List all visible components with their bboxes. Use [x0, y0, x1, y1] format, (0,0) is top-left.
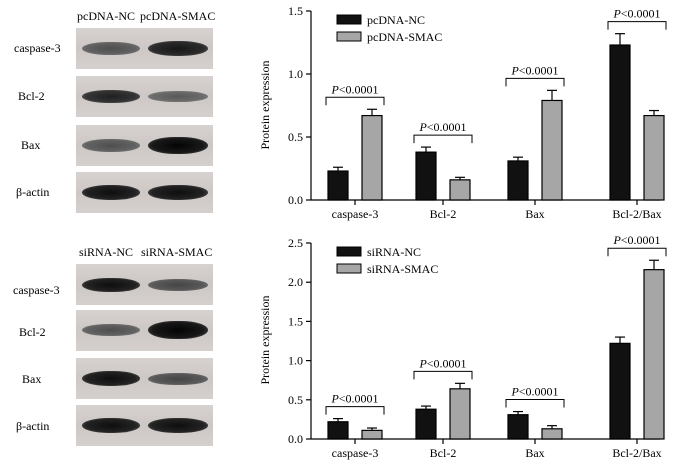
blot-band — [148, 321, 208, 339]
bar — [643, 269, 665, 440]
blot-2-column-label-left: siRNA-NC — [79, 245, 134, 259]
significance-label: P<0.0001 — [612, 7, 660, 21]
x-tick-label: Bcl-2 — [430, 446, 457, 460]
blot-band — [82, 418, 140, 433]
blot-2-row-label: β-actin — [16, 419, 50, 433]
y-tick-label: 1.5 — [288, 314, 303, 328]
blot-band — [82, 42, 140, 55]
legend-swatch — [336, 31, 362, 42]
blot-1-strip — [76, 28, 213, 69]
x-tick-label: Bax — [525, 207, 544, 221]
y-tick-label: 2.5 — [288, 236, 303, 250]
blot-1-strip — [76, 125, 213, 166]
bar — [643, 114, 665, 201]
significance-bracket — [505, 77, 565, 87]
significance-label: P<0.0001 — [612, 233, 660, 247]
x-tick-label: Bcl-2/Bax — [612, 446, 661, 460]
legend-label: siRNA-SMAC — [367, 262, 438, 276]
y-tick-label: 0.5 — [288, 130, 303, 144]
blot-band — [82, 324, 140, 336]
blot-1-strip — [76, 172, 213, 213]
bar-chart-2: 0.0 0.5 1.0 1.5 2.0 2.5 Protein expression casp… — [258, 233, 667, 460]
significance-label: P<0.0001 — [330, 392, 378, 406]
blot-band — [148, 418, 208, 433]
bar — [609, 44, 631, 201]
bar — [415, 151, 437, 201]
y-tick-label: 0.0 — [288, 432, 303, 446]
legend-label: pcDNA-SMAC — [367, 30, 442, 44]
blot-2-strip — [76, 264, 213, 305]
bar — [449, 388, 471, 440]
x-tick-label: Bcl-2/Bax — [612, 207, 661, 221]
blot-band — [148, 91, 208, 102]
x-tick-label: caspase-3 — [332, 446, 379, 460]
y-tick-label: 0.0 — [288, 193, 303, 207]
blot-2-strip — [76, 405, 213, 446]
blot-band — [82, 371, 140, 386]
bar — [327, 421, 349, 440]
blot-2-column-label-right: siRNA-SMAC — [141, 245, 213, 259]
significance-bracket — [325, 406, 385, 415]
significance-bracket — [607, 247, 667, 257]
legend-swatch — [336, 14, 362, 25]
y-tick-label: 1.0 — [288, 354, 303, 368]
bar — [507, 414, 529, 440]
significance-label: P<0.0001 — [418, 120, 466, 134]
blot-1-row-label: caspase-3 — [14, 41, 61, 55]
blot-1-row-label: Bcl-2 — [18, 89, 45, 103]
significance-bracket — [325, 96, 385, 106]
blot-2-row-label: caspase-3 — [13, 283, 60, 297]
blot-2-strip — [76, 358, 213, 399]
bar — [507, 160, 529, 201]
y-axis-label: Protein expression — [258, 61, 272, 150]
significance-bracket — [413, 370, 473, 380]
significance-label: P<0.0001 — [510, 63, 558, 77]
blot-band — [82, 90, 140, 103]
bar — [609, 342, 631, 440]
legend-label: pcDNA-NC — [367, 13, 425, 27]
x-tick-label: caspase-3 — [332, 207, 379, 221]
blot-band — [82, 278, 140, 292]
blot-1-strip — [76, 76, 213, 117]
blot-2-row-label: Bax — [22, 372, 42, 386]
bar — [361, 114, 383, 201]
y-axis-label: Protein expression — [258, 296, 272, 385]
significance-label: P<0.0001 — [330, 82, 378, 96]
legend-swatch — [336, 263, 362, 274]
bar — [327, 170, 349, 201]
blot-1-row-label: β-actin — [16, 185, 50, 199]
blot-1-column-label-right: pcDNA-SMAC — [140, 9, 216, 23]
legend-label: siRNA-NC — [367, 245, 421, 259]
y-tick-label: 1.5 — [288, 4, 303, 18]
bar — [541, 99, 563, 201]
bar — [449, 179, 471, 201]
bar-chart-1: 0.0 0.5 1.0 1.5 Protein expression caspase-3 P… — [258, 4, 667, 221]
blot-band — [148, 279, 208, 291]
significance-bracket — [607, 21, 667, 30]
blot-band — [148, 185, 208, 200]
blot-band — [148, 41, 208, 56]
x-tick-label: Bcl-2 — [430, 207, 457, 221]
blot-1-row-label: Bax — [21, 138, 41, 152]
bar — [361, 429, 383, 440]
blot-band — [82, 139, 140, 152]
significance-bracket — [413, 134, 473, 144]
y-tick-label: 2.0 — [288, 275, 303, 289]
x-tick-label: Bax — [525, 446, 544, 460]
bar — [541, 428, 563, 440]
significance-bracket — [505, 399, 565, 408]
significance-label: P<0.0001 — [418, 356, 466, 370]
blot-2-strip — [76, 310, 213, 351]
y-tick-label: 0.5 — [288, 393, 303, 407]
blot-2-row-label: Bcl-2 — [19, 325, 46, 339]
blot-band — [148, 137, 208, 154]
blot-band — [82, 185, 140, 200]
y-tick-label: 1.0 — [288, 67, 303, 81]
legend-swatch — [336, 246, 362, 257]
significance-label: P<0.0001 — [510, 385, 558, 399]
bar — [415, 408, 437, 440]
blot-1-column-label-left: pcDNA-NC — [77, 9, 135, 23]
blot-band — [148, 373, 208, 385]
